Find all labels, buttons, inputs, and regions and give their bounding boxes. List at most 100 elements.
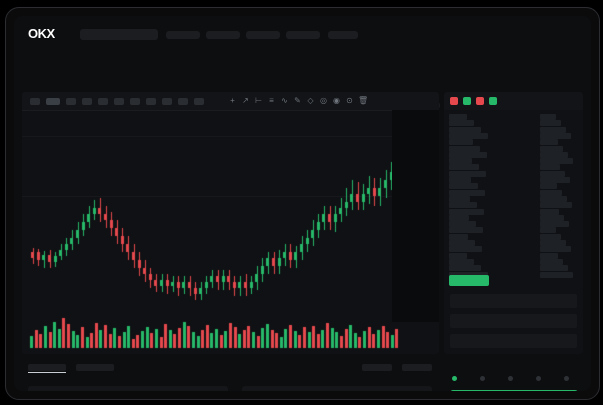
nav-item-2[interactable] xyxy=(206,31,240,39)
total-field[interactable] xyxy=(450,334,577,348)
timeframe-4[interactable] xyxy=(82,98,92,105)
bottom-tab-underline xyxy=(28,372,66,373)
order-book-row-amount xyxy=(540,271,573,278)
order-book-row[interactable] xyxy=(449,265,481,272)
order-book-row[interactable] xyxy=(449,189,485,196)
device-frame: OKX Spot Trading ⌄ ⌄ xyxy=(5,7,600,400)
timeframe-9[interactable] xyxy=(162,98,172,105)
dot-3[interactable] xyxy=(508,376,513,381)
trendline-icon[interactable]: ↗ xyxy=(242,96,249,105)
order-book-row-amount xyxy=(540,177,570,183)
volume-chart xyxy=(22,314,439,354)
chart-toolbar: + ↗ ⊢ ≡ ∿ ✎ ◇ ◎ ◉ ⊙ 🗑 xyxy=(22,92,439,111)
order-book-row[interactable] xyxy=(449,221,476,228)
order-book-row[interactable] xyxy=(449,145,480,152)
nav-item-1[interactable] xyxy=(166,31,200,39)
bottom-action-1[interactable] xyxy=(362,364,392,371)
timeframe-3[interactable] xyxy=(66,98,76,105)
search-input[interactable] xyxy=(80,29,158,40)
order-book-row[interactable] xyxy=(449,208,484,215)
order-book-row[interactable] xyxy=(449,252,467,259)
timeframe-8[interactable] xyxy=(146,98,156,105)
order-book-row[interactable] xyxy=(449,227,483,234)
order-entry-panel[interactable] xyxy=(444,288,583,354)
order-book-row-amount xyxy=(540,246,571,253)
dot-4[interactable] xyxy=(536,376,541,381)
order-book-row[interactable] xyxy=(449,151,487,158)
trash-icon[interactable]: 🗑 xyxy=(358,96,369,105)
order-book-row[interactable] xyxy=(449,158,472,165)
timeframe-10[interactable] xyxy=(178,98,188,105)
order-book-row[interactable] xyxy=(449,202,477,209)
order-book-row[interactable] xyxy=(449,164,479,171)
dot-5[interactable] xyxy=(564,376,569,381)
order-book-row[interactable] xyxy=(449,183,478,190)
order-book-row[interactable] xyxy=(449,258,474,265)
pagination-dots xyxy=(444,376,583,384)
order-book-row-amount xyxy=(540,208,559,215)
brush-icon[interactable]: ✎ xyxy=(294,96,301,105)
bottom-tab-2[interactable] xyxy=(76,364,114,371)
bottom-action-2[interactable] xyxy=(402,364,432,371)
dot-2[interactable] xyxy=(480,376,485,381)
wave-icon[interactable]: ∿ xyxy=(281,96,288,105)
price-chart-panel[interactable]: + ↗ ⊢ ≡ ∿ ✎ ◇ ◎ ◉ ⊙ 🗑 xyxy=(22,92,439,354)
chart-overlay-artifact xyxy=(392,110,439,322)
order-book-row-amount xyxy=(540,139,558,146)
app-screen: OKX Spot Trading ⌄ ⌄ xyxy=(14,16,591,391)
order-book-row[interactable] xyxy=(449,126,481,133)
order-book-row-amount xyxy=(540,164,560,171)
order-book-row-amount xyxy=(540,202,572,209)
order-book-row[interactable] xyxy=(449,114,467,120)
timeframe-2[interactable] xyxy=(46,98,60,105)
order-book-row[interactable] xyxy=(449,139,473,146)
order-book-row-amount xyxy=(540,114,556,120)
timeframe-7[interactable] xyxy=(130,98,140,105)
order-book-row[interactable] xyxy=(449,170,486,177)
candlestick-chart[interactable] xyxy=(22,110,439,322)
view-sell-icon[interactable] xyxy=(450,97,458,105)
view-both-icon[interactable] xyxy=(476,97,484,105)
order-book-header xyxy=(444,92,583,110)
timeframe-11[interactable] xyxy=(194,98,204,105)
fib-icon[interactable]: ≡ xyxy=(269,96,274,105)
timeframe-1[interactable] xyxy=(30,98,40,105)
order-book-row-amount xyxy=(540,221,569,228)
top-navigation-bar: OKX xyxy=(14,16,591,50)
nav-item-4[interactable] xyxy=(286,31,320,39)
lock-icon[interactable]: ⊙ xyxy=(346,96,353,105)
order-book-row[interactable] xyxy=(449,233,468,240)
order-book-row[interactable] xyxy=(449,271,488,278)
view-depth-icon[interactable] xyxy=(489,97,497,105)
order-book-row-amount xyxy=(540,227,556,234)
nav-item-3[interactable] xyxy=(246,31,280,39)
timeframe-6[interactable] xyxy=(114,98,124,105)
order-book-row[interactable] xyxy=(449,214,469,221)
order-book-row[interactable] xyxy=(449,177,471,183)
order-book-row-amount xyxy=(540,240,566,246)
amount-field[interactable] xyxy=(450,314,577,328)
bottom-panel-right xyxy=(242,386,432,391)
submit-order-button[interactable] xyxy=(450,390,578,391)
bottom-tab-1[interactable] xyxy=(28,364,66,371)
nav-item-5[interactable] xyxy=(328,31,358,39)
crosshair-icon[interactable]: + xyxy=(230,96,235,105)
magnet-icon[interactable]: ◎ xyxy=(320,96,327,105)
order-book-row[interactable] xyxy=(449,195,470,202)
mid-price-highlight xyxy=(449,275,489,286)
order-book-row[interactable] xyxy=(449,132,488,139)
okx-logo[interactable]: OKX xyxy=(28,26,55,41)
order-book-row[interactable] xyxy=(449,240,475,246)
order-book-row-amount xyxy=(540,183,557,190)
view-buy-icon[interactable] xyxy=(463,97,471,105)
order-book-row-amount xyxy=(540,132,571,139)
order-book-row[interactable] xyxy=(449,120,474,127)
market-toolbar: Spot Trading ⌄ ⌄ xyxy=(14,50,591,116)
order-book-row[interactable] xyxy=(449,246,482,253)
ruler-icon[interactable]: ⊢ xyxy=(255,96,262,105)
price-field[interactable] xyxy=(450,294,577,308)
timeframe-5[interactable] xyxy=(98,98,108,105)
shape-icon[interactable]: ◇ xyxy=(307,96,314,105)
eye-icon[interactable]: ◉ xyxy=(333,96,340,105)
dot-1[interactable] xyxy=(452,376,457,381)
